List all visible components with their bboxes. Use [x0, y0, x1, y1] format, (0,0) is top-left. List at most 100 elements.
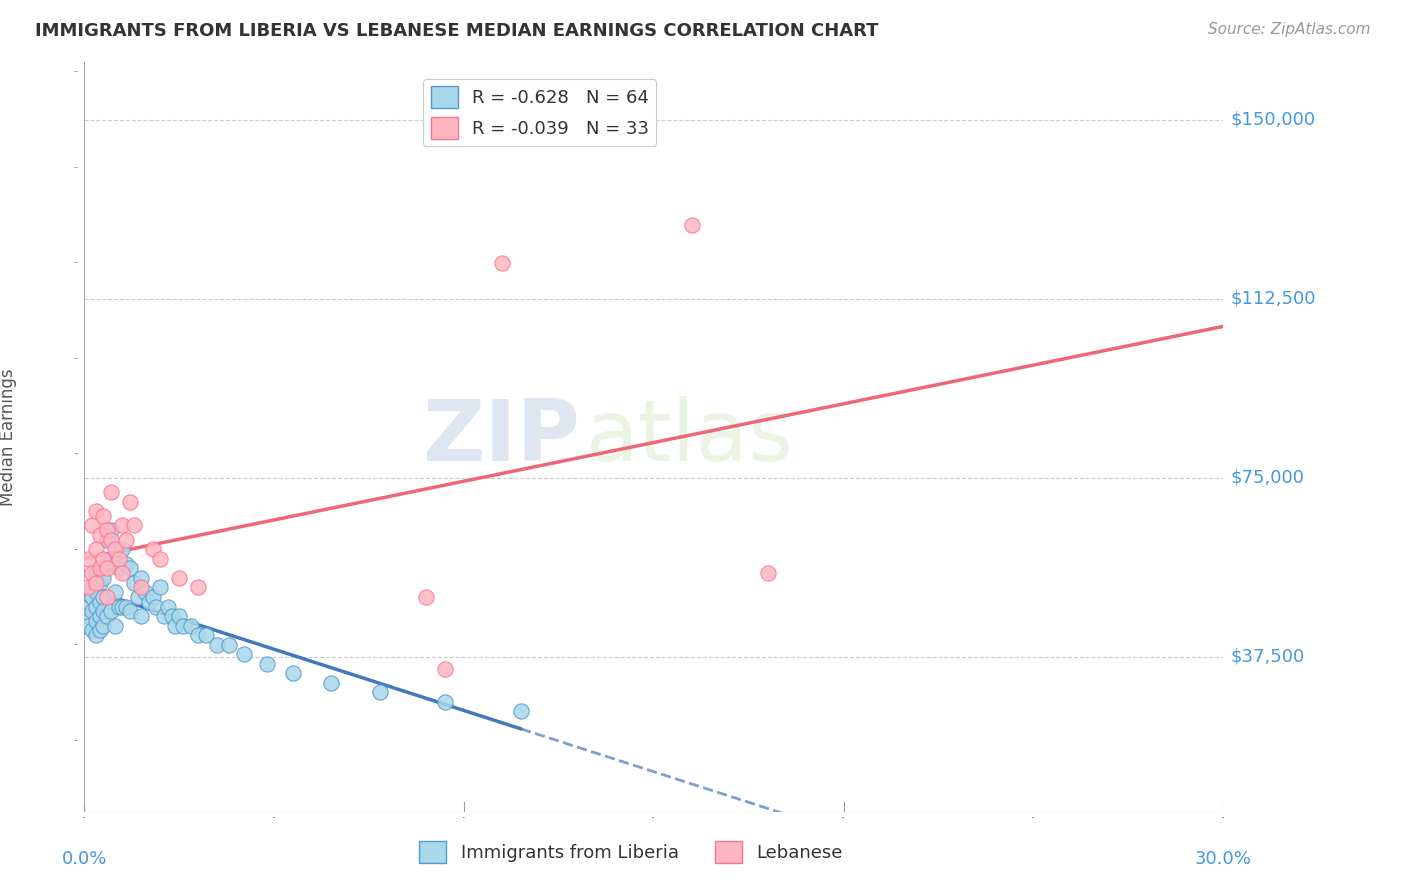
Point [80, 581, 103, 595]
Point [104, 542, 127, 557]
Point [187, 628, 209, 642]
Point [115, 533, 138, 547]
Point [111, 542, 134, 557]
Text: Median Earnings: Median Earnings [0, 368, 17, 506]
Point [160, 609, 183, 624]
Point [80, 604, 103, 618]
Point [321, 676, 343, 690]
Point [89, 624, 111, 638]
Point [100, 523, 122, 537]
Point [100, 551, 122, 566]
Point [77, 618, 100, 632]
Point [153, 609, 176, 624]
Point [77, 609, 100, 624]
Point [96, 561, 118, 575]
Text: $75,000: $75,000 [1230, 468, 1305, 487]
Point [169, 609, 191, 624]
Point [80, 566, 103, 580]
Point [107, 561, 129, 575]
Point [142, 590, 165, 604]
Point [118, 561, 141, 575]
Point [84, 542, 107, 557]
Point [89, 595, 111, 609]
Point [77, 581, 100, 595]
Text: $112,500: $112,500 [1230, 290, 1316, 308]
Point [89, 609, 111, 624]
Point [145, 599, 167, 614]
Point [169, 571, 191, 585]
Point [134, 585, 156, 599]
Text: IMMIGRANTS FROM LIBERIA VS LEBANESE MEDIAN EARNINGS CORRELATION CHART: IMMIGRANTS FROM LIBERIA VS LEBANESE MEDI… [35, 22, 879, 40]
Point [93, 571, 115, 585]
Point [111, 599, 134, 614]
Point [149, 581, 172, 595]
Point [180, 618, 202, 632]
Point [96, 609, 118, 624]
Text: 0.0%: 0.0% [62, 850, 107, 868]
Legend: Immigrants from Liberia, Lebanese: Immigrants from Liberia, Lebanese [412, 834, 851, 870]
Point [491, 256, 513, 270]
Text: atlas: atlas [585, 395, 793, 479]
Point [80, 624, 103, 638]
Point [142, 542, 165, 557]
Point [165, 618, 187, 632]
Point [84, 585, 107, 599]
Point [84, 575, 107, 590]
Point [100, 533, 122, 547]
Point [100, 485, 122, 500]
Point [115, 599, 138, 614]
Point [111, 566, 134, 580]
Point [118, 494, 141, 508]
Point [256, 657, 278, 671]
Point [156, 599, 179, 614]
Point [107, 599, 129, 614]
Point [681, 218, 703, 232]
Point [77, 551, 100, 566]
Point [100, 604, 122, 618]
Point [207, 638, 229, 652]
Point [104, 585, 127, 599]
Point [89, 561, 111, 575]
Point [77, 599, 100, 614]
Point [115, 557, 138, 571]
Point [127, 590, 149, 604]
Point [93, 618, 115, 632]
Point [96, 590, 118, 604]
Point [93, 604, 115, 618]
Point [84, 504, 107, 518]
Text: Source: ZipAtlas.com: Source: ZipAtlas.com [1208, 22, 1371, 37]
Point [93, 590, 115, 604]
Point [107, 551, 129, 566]
Point [122, 518, 145, 533]
Point [96, 533, 118, 547]
Point [434, 661, 457, 675]
Text: 30.0%: 30.0% [1195, 850, 1251, 868]
Point [172, 618, 194, 632]
Point [756, 566, 779, 580]
Point [84, 628, 107, 642]
Text: $150,000: $150,000 [1230, 111, 1316, 128]
Point [104, 618, 127, 632]
Text: ZIP: ZIP [422, 395, 579, 479]
Point [510, 705, 533, 719]
Point [118, 604, 141, 618]
Point [131, 581, 153, 595]
Point [93, 508, 115, 523]
Point [131, 571, 153, 585]
Point [194, 628, 217, 642]
Point [111, 518, 134, 533]
Point [138, 595, 160, 609]
Point [93, 551, 115, 566]
Point [80, 590, 103, 604]
Text: $37,500: $37,500 [1230, 648, 1305, 665]
Point [149, 551, 172, 566]
Point [122, 575, 145, 590]
Point [80, 518, 103, 533]
Point [370, 685, 392, 699]
Point [131, 609, 153, 624]
Point [232, 647, 254, 661]
Point [104, 557, 127, 571]
Point [283, 666, 305, 681]
Point [84, 566, 107, 580]
Point [84, 614, 107, 628]
